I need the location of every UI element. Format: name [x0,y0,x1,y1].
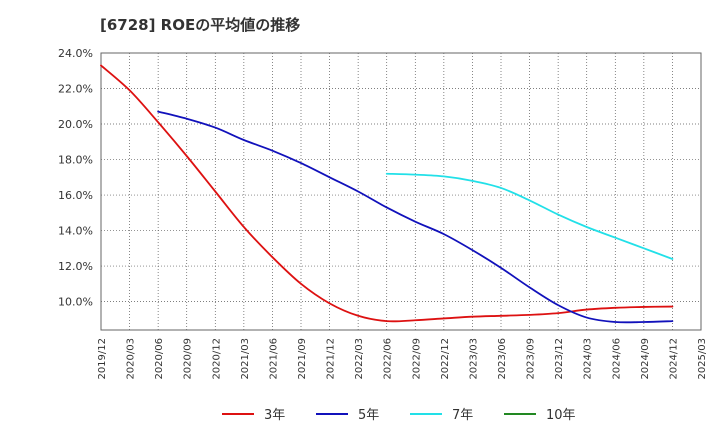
legend-label: 7年 [452,408,473,423]
legend: 3年 5年 7年 10年 [222,408,576,423]
x-tick-label: 2021/09 [297,338,308,380]
y-tick-label: 22.0% [58,83,93,96]
x-tick-label: 2023/09 [526,338,537,380]
x-tick-label: 2022/03 [354,338,365,380]
series-lines [100,64,674,324]
x-tick-label: 2023/12 [554,338,565,380]
legend-label: 3年 [264,408,285,423]
x-tick-label: 2019/12 [97,338,108,380]
x-tick-label: 2022/06 [383,338,394,380]
y-tick-label: 14.0% [58,225,93,238]
x-tick-label: 2025/03 [697,338,708,380]
series-line-3 [385,172,674,260]
x-tick-label: 2020/06 [154,338,165,380]
x-tick-label: 2020/09 [183,338,194,380]
series-line-2 [157,110,674,324]
x-tick-label: 2021/03 [240,338,251,380]
x-tick-label: 2024/09 [640,338,651,380]
chart-title: [6728] ROEの平均値の推移 [100,16,301,34]
y-tick-label: 16.0% [58,189,93,202]
x-tick-label: 2022/09 [411,338,422,380]
x-tick-label: 2022/12 [440,338,451,380]
x-tick-label: 2021/06 [268,338,279,380]
y-tick-label: 12.0% [58,260,93,273]
y-axis-ticks: 24.0% 22.0% 20.0% 18.0% 16.0% 14.0% 12.0% 10.0% [58,47,93,309]
x-tick-label: 2021/12 [326,338,337,380]
x-tick-label: 2020/12 [211,338,222,380]
legend-label: 10年 [546,408,576,423]
plot-border [100,52,702,331]
x-tick-label: 2020/03 [126,338,137,380]
legend-label: 5年 [358,408,379,423]
y-tick-label: 18.0% [58,154,93,167]
x-tick-label: 2023/03 [468,338,479,380]
x-tick-label: 2023/06 [497,338,508,380]
x-axis-ticks: 2019/12 2020/03 2020/06 2020/09 2020/12 2021/… [97,338,708,380]
x-tick-label: 2024/06 [611,338,622,380]
y-tick-label: 24.0% [58,47,93,60]
series-line-1 [100,64,674,323]
grid-horizontal [101,88,701,302]
y-tick-label: 10.0% [58,296,93,309]
plot-area [101,53,701,330]
x-tick-label: 2024/12 [668,338,679,380]
x-tick-label: 2024/03 [583,338,594,380]
y-tick-label: 20.0% [58,118,93,131]
